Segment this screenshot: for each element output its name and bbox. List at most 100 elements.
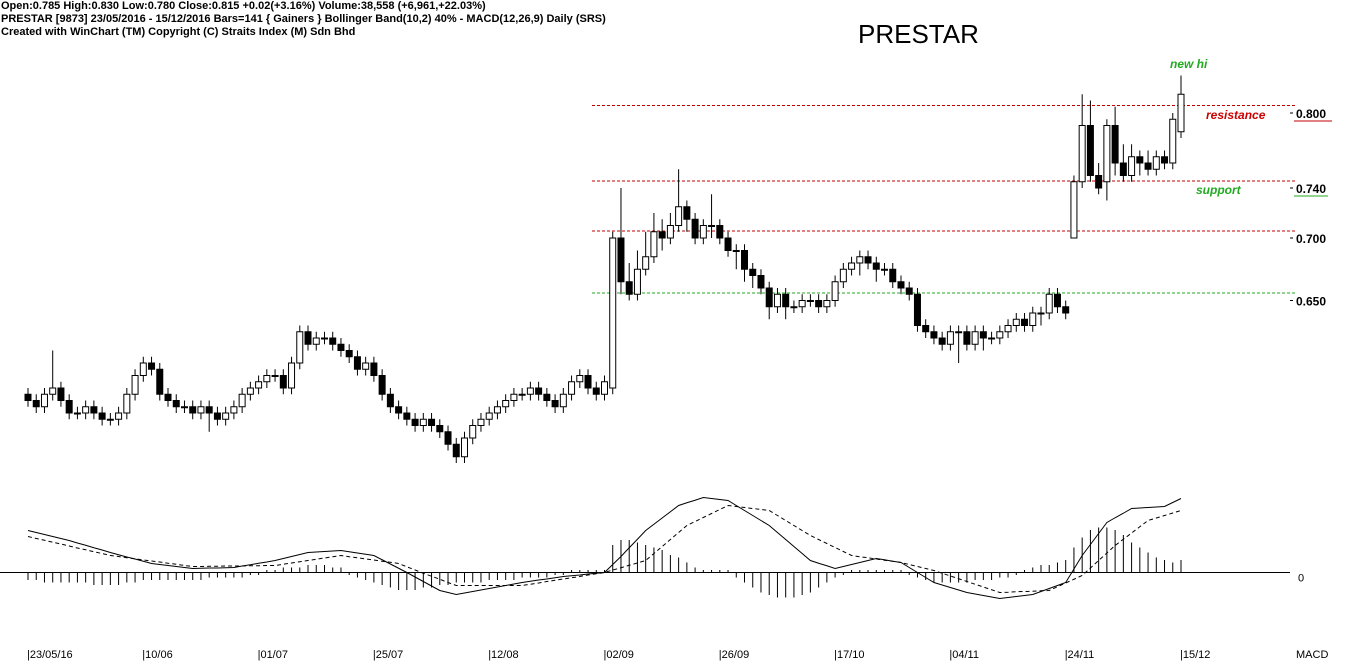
candle-body — [559, 393, 567, 408]
chart-title: PRESTAR — [858, 19, 979, 49]
y-tick-label: 0.800 — [1296, 107, 1326, 121]
candle-body — [790, 306, 798, 309]
candle-body — [156, 368, 164, 395]
candle-body — [279, 375, 287, 389]
candle-body — [1128, 156, 1136, 176]
candle-body — [897, 281, 905, 289]
candle-body — [806, 300, 814, 302]
candle-body — [543, 393, 551, 401]
annotation: resistance — [1206, 108, 1266, 122]
candle-body — [510, 393, 518, 401]
candle-body — [946, 331, 954, 345]
candle-body — [1136, 156, 1144, 164]
candle-body — [683, 206, 691, 220]
candle-body — [205, 406, 213, 414]
candle-body — [872, 262, 880, 270]
candle-body — [40, 393, 48, 408]
candle-body — [230, 406, 238, 414]
y-tick-label: 0.700 — [1296, 232, 1326, 246]
candle-body — [963, 331, 971, 345]
candle-body — [222, 412, 230, 420]
candle-body — [428, 418, 436, 426]
candle-body — [955, 331, 963, 334]
candle-body — [913, 293, 921, 326]
y-tick-label: 0.650 — [1296, 295, 1326, 309]
candle-body — [848, 262, 856, 270]
candle-body — [106, 418, 114, 421]
candle-body — [345, 350, 353, 358]
candle-body — [666, 225, 674, 239]
candle-body — [535, 387, 543, 395]
candle-body — [1152, 156, 1160, 170]
candle-body — [576, 375, 584, 383]
candle-body — [592, 387, 600, 395]
candle-body — [444, 431, 452, 445]
x-tick-label: |10/06 — [142, 649, 172, 661]
candle-body — [798, 300, 806, 308]
candle-body — [263, 375, 271, 383]
header-line: Open:0.785 High:0.830 Low:0.780 Close:0.… — [1, 0, 486, 12]
candle-body — [1037, 312, 1045, 315]
candle-body — [213, 412, 221, 420]
candle-body — [996, 331, 1004, 339]
candle-body — [601, 381, 608, 395]
candle-body — [988, 337, 996, 340]
candle-body — [485, 412, 493, 420]
x-tick-label: |23/05/16 — [27, 649, 73, 661]
candle-body — [716, 225, 724, 239]
candle-body — [189, 406, 197, 414]
candle-body — [1119, 162, 1127, 176]
candle-body — [131, 375, 139, 395]
candle-body — [971, 331, 979, 345]
candle-body — [757, 275, 765, 289]
candle-body — [419, 418, 427, 426]
candle-body — [881, 268, 889, 271]
candle-body — [32, 400, 40, 408]
candle-body — [551, 400, 559, 408]
candle-body — [98, 412, 106, 420]
candle-body — [180, 406, 188, 409]
candle-body — [395, 406, 403, 414]
candle-body — [469, 425, 477, 439]
candle-body — [288, 362, 296, 389]
candle-body — [633, 268, 641, 295]
candle-body — [568, 381, 576, 395]
candle-body — [691, 218, 699, 239]
candle-body — [831, 281, 839, 301]
candle-body — [238, 393, 246, 408]
candle-body — [526, 387, 534, 395]
candle-body — [650, 231, 658, 258]
candle-body — [658, 231, 666, 239]
candle-body — [197, 406, 205, 414]
candle-body — [148, 362, 156, 370]
candle-body — [460, 437, 468, 458]
x-tick-label: |02/09 — [604, 649, 634, 661]
candle-body — [493, 406, 501, 414]
header-line: Created with WinChart (TM) Copyright (C)… — [1, 26, 355, 38]
candle-body — [139, 362, 147, 376]
candle-body — [518, 393, 526, 396]
candle-body — [320, 337, 328, 340]
candle-body — [699, 225, 707, 239]
candle-body — [362, 362, 370, 370]
candle-body — [1053, 293, 1061, 308]
annotation: new hi — [1170, 57, 1208, 71]
candle-body — [905, 287, 913, 295]
candle-body — [1086, 125, 1094, 176]
candle-body — [436, 425, 444, 433]
y-tick-label: 0.740 — [1296, 182, 1326, 196]
candle-body — [930, 331, 938, 339]
candle-body — [1111, 125, 1119, 164]
candle-body — [732, 250, 740, 252]
annotation: support — [1196, 183, 1242, 197]
candle-body — [353, 356, 361, 370]
candle-body — [938, 337, 946, 345]
candle-body — [889, 268, 897, 283]
candle-body — [617, 237, 625, 283]
candle-body — [452, 443, 460, 458]
x-tick-label: |24/11 — [1065, 649, 1095, 661]
candle-body — [815, 300, 823, 308]
candle-body — [1045, 293, 1053, 314]
